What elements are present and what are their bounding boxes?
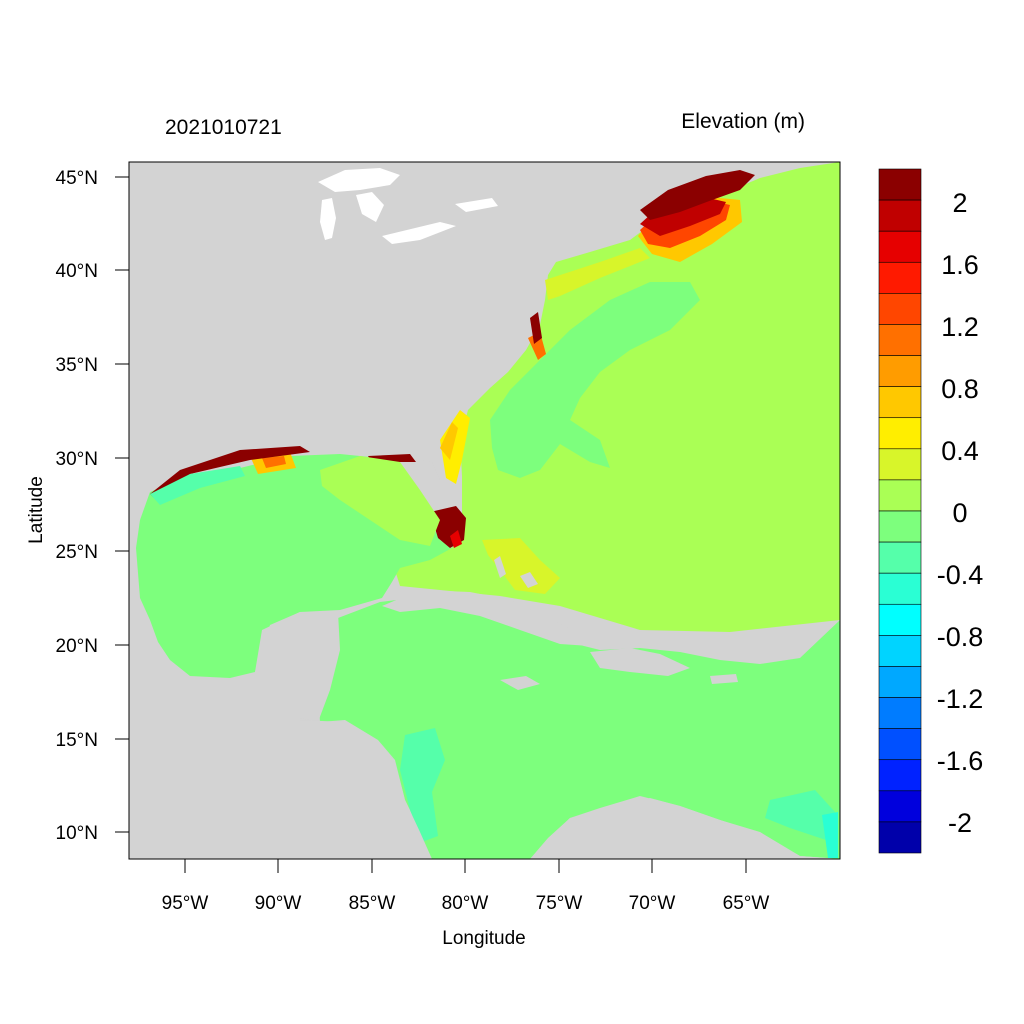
colorbar-segment	[878, 697, 922, 729]
map-plot	[129, 162, 840, 859]
colorbar-segment	[878, 199, 922, 232]
colorbar-segment	[878, 541, 922, 574]
x-tick-label: 90°W	[255, 893, 302, 914]
colorbar-label: 1.2	[941, 312, 979, 342]
lake-superior	[318, 168, 400, 192]
colorbar-segment	[878, 230, 922, 263]
plot-frame	[128, 161, 841, 860]
x-tick-label: 70°W	[629, 893, 676, 914]
colorbar-segment	[878, 572, 922, 605]
colorbar-label: 1.6	[941, 250, 979, 280]
y-tick-label: 10°N	[56, 823, 98, 844]
colorbar-segment	[878, 790, 922, 823]
x-tick-label: 95°W	[162, 893, 209, 914]
y-axis-title: Latitude	[26, 476, 47, 544]
mid-atlantic-shelf	[545, 248, 650, 300]
y-tick-label: 15°N	[56, 730, 98, 751]
colorbar-label: 0.4	[941, 436, 979, 466]
colorbar-segment	[878, 293, 922, 325]
lake-michigan	[320, 198, 336, 240]
variable-title: Elevation (m)	[681, 110, 805, 133]
colorbar-segment	[878, 603, 922, 636]
colorbar-label: -0.4	[937, 560, 984, 590]
colorbar-label: -2	[948, 808, 972, 838]
colorbar-segment	[878, 479, 922, 512]
colorbar-segment	[878, 728, 922, 761]
lake-erie	[382, 222, 456, 244]
southeast-coastal-orange	[440, 422, 458, 460]
timestamp-title: 2021010721	[165, 116, 282, 139]
colorbar-segment	[878, 168, 922, 201]
y-tick-label: 40°N	[56, 261, 98, 282]
colorbar-label: -1.2	[937, 684, 984, 714]
louisiana-surge-core	[262, 456, 286, 468]
colorbar-segment	[878, 635, 922, 667]
outer-banks-surge	[528, 332, 546, 360]
y-tick-label: 20°N	[56, 636, 98, 657]
colorbar-label: 2	[952, 188, 967, 218]
south-florida-surge-edge	[450, 530, 462, 548]
lake-huron	[356, 192, 384, 222]
bahamas-island-a	[494, 556, 506, 578]
x-axis-title: Longitude	[442, 928, 525, 949]
x-axis: 95°W 90°W 85°W 80°W 75°W 70°W 65°W	[162, 859, 770, 914]
eastern-gulf-shelf	[320, 456, 440, 546]
caribbean-sea	[318, 596, 840, 859]
colorbar-segment	[878, 510, 922, 543]
y-axis: 45°N 40°N 35°N 30°N 25°N 20°N 15°N 10°N	[56, 168, 129, 844]
northern-gulf-dark-coast	[150, 446, 310, 500]
atlantic-ocean	[395, 162, 840, 632]
gulf-stream-band	[490, 282, 700, 478]
colorbar-segment	[878, 417, 922, 450]
south-america-coast	[530, 796, 840, 859]
cuba-island	[382, 590, 590, 646]
bahamas-island-b	[520, 572, 538, 588]
caribbean-low-patch-east	[765, 790, 835, 842]
colorbar-segment	[878, 324, 922, 356]
colorbar-label: 0	[952, 498, 967, 528]
texas-coast-low	[150, 466, 245, 505]
colorbar-label: -0.8	[937, 622, 984, 652]
x-tick-label: 85°W	[349, 893, 396, 914]
gulf-of-maine-surge-core	[640, 170, 755, 220]
colorbar	[878, 168, 922, 854]
southeast-coastal-high	[440, 410, 470, 484]
caribbean-lowest-patch	[822, 812, 838, 858]
lake-ontario	[455, 198, 498, 212]
caribbean-low-patch-west	[400, 728, 445, 842]
colorbar-labels: 2 1.6 1.2 0.8 0.4 0 -0.4 -0.8 -1.2 -1.6 …	[937, 188, 984, 838]
puerto-rico-island	[710, 674, 738, 684]
colorbar-segment	[878, 261, 922, 294]
bahamas-bank	[482, 538, 560, 594]
jamaica-island	[500, 676, 540, 690]
hispaniola-island	[590, 648, 690, 676]
colorbar-segment	[878, 666, 922, 698]
chesapeake-surge	[530, 312, 542, 344]
colorbar-segment	[878, 821, 922, 854]
colorbar-segment	[878, 759, 922, 792]
x-tick-label: 75°W	[536, 893, 583, 914]
x-tick-label: 65°W	[723, 893, 770, 914]
colorbar-segment	[878, 386, 922, 419]
y-tick-label: 30°N	[56, 449, 98, 470]
y-tick-label: 45°N	[56, 168, 98, 189]
colorbar-segment	[878, 448, 922, 481]
y-tick-label: 25°N	[56, 542, 98, 563]
colorbar-label: 0.8	[941, 374, 979, 404]
colorbar-label: -1.6	[937, 746, 984, 776]
x-tick-label: 80°W	[442, 893, 489, 914]
central-america	[129, 720, 432, 859]
yucatan-peninsula	[255, 612, 340, 722]
colorbar-segment	[878, 355, 922, 387]
y-tick-label: 35°N	[56, 355, 98, 376]
